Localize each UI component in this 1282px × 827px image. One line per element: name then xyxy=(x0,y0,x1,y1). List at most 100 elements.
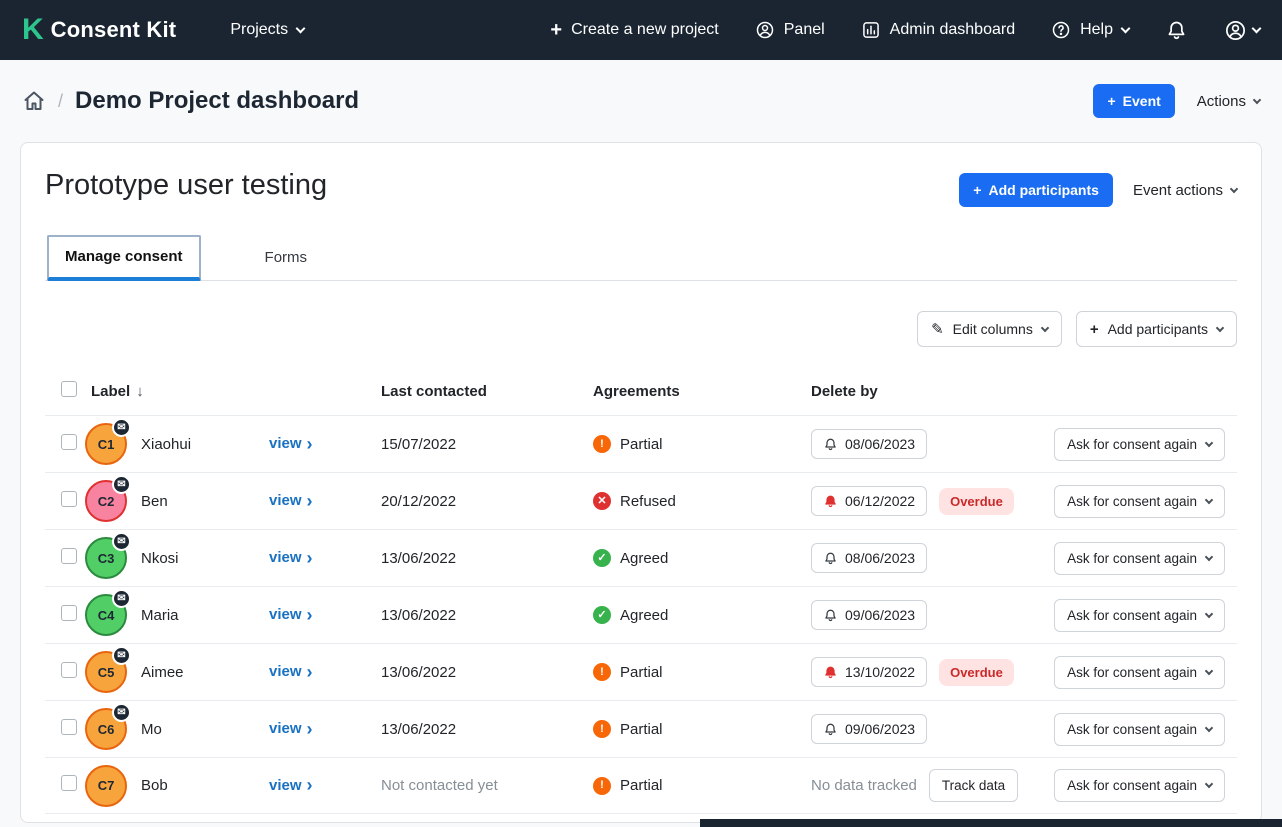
nav-projects[interactable]: Projects xyxy=(230,21,306,39)
participant-avatar: C5 ✉ xyxy=(85,646,131,693)
ask-consent-button[interactable]: Ask for consent again xyxy=(1054,598,1225,632)
ask-consent-button[interactable]: Ask for consent again xyxy=(1054,769,1225,802)
delete-by-pill[interactable]: 08/06/2023 xyxy=(811,429,928,459)
delete-by-date: 13/10/2022 xyxy=(845,664,916,680)
no-data-text: No data tracked xyxy=(811,777,917,794)
agreement-status: Partial xyxy=(620,777,663,794)
delete-by-pill[interactable]: 09/06/2023 xyxy=(811,714,928,744)
ask-consent-label: Ask for consent again xyxy=(1067,607,1197,623)
brand-logo[interactable]: K Consent Kit xyxy=(22,15,176,45)
add-participants-button[interactable]: + Add participants xyxy=(959,173,1113,207)
participant-name: Mo xyxy=(141,720,162,738)
view-link[interactable]: view › xyxy=(269,549,313,567)
page-title: Demo Project dashboard xyxy=(75,87,360,114)
edit-columns-button[interactable]: ✎ Edit columns xyxy=(917,311,1062,347)
participant-name: Aimee xyxy=(141,663,184,681)
track-data-button[interactable]: Track data xyxy=(928,769,1019,802)
account-person-icon xyxy=(1224,19,1247,42)
view-link[interactable]: view › xyxy=(269,663,313,681)
account-menu-button[interactable] xyxy=(1224,19,1262,42)
chevron-right-icon: › xyxy=(306,718,313,739)
row-checkbox[interactable] xyxy=(61,490,77,507)
participant-avatar: C6 ✉ xyxy=(85,703,131,750)
reminder-bell-icon xyxy=(823,722,838,737)
status-icon: ! xyxy=(593,663,611,681)
participant-name: Xiaohui xyxy=(141,435,192,453)
help-icon xyxy=(1051,20,1071,40)
event-actions-button[interactable]: Event actions xyxy=(1133,182,1239,199)
ask-consent-button[interactable]: Ask for consent again xyxy=(1054,541,1225,575)
participant-avatar: C1 ✉ xyxy=(85,418,131,465)
actions-button[interactable]: Actions xyxy=(1197,93,1262,110)
ask-consent-button[interactable]: Ask for consent again xyxy=(1054,427,1225,461)
nav-panel[interactable]: Panel xyxy=(755,20,825,40)
view-link[interactable]: view › xyxy=(269,492,313,510)
reminder-bell-icon xyxy=(823,665,838,680)
envelope-badge-icon: ✉ xyxy=(112,589,131,608)
row-checkbox[interactable] xyxy=(61,433,77,450)
tab-manage-consent[interactable]: Manage consent xyxy=(47,235,201,281)
chevron-down-icon xyxy=(1229,184,1239,193)
tab-bar: Manage consent Forms xyxy=(45,235,1237,281)
table-row: C2 ✉ Ben view › 20/12/2022 ✕ Refused 06/… xyxy=(45,472,1237,529)
ask-consent-button[interactable]: Ask for consent again xyxy=(1054,484,1225,518)
sort-descending-icon[interactable]: ↓ xyxy=(136,382,144,400)
view-link[interactable]: view › xyxy=(269,776,313,794)
notifications-bell-button[interactable] xyxy=(1165,19,1188,42)
delete-by-pill[interactable]: 09/06/2023 xyxy=(811,600,928,630)
participants-table: Label ↓ Last contacted Agreements Delete… xyxy=(45,373,1237,814)
plus-icon: + xyxy=(550,19,563,41)
row-checkbox[interactable] xyxy=(61,604,77,621)
add-participants-dropdown-button[interactable]: + Add participants xyxy=(1075,311,1237,347)
last-contacted: 13/06/2022 xyxy=(381,663,457,681)
participant-name: Maria xyxy=(141,606,179,624)
delete-by-date: 09/06/2023 xyxy=(845,607,916,623)
view-link-label: view xyxy=(269,776,302,794)
avatar-label: C7 xyxy=(97,778,115,793)
delete-by-date: 08/06/2023 xyxy=(845,436,916,452)
envelope-badge-icon: ✉ xyxy=(112,532,131,551)
agreement-status: Partial xyxy=(620,720,663,738)
select-all-checkbox[interactable] xyxy=(61,381,77,397)
row-checkbox[interactable] xyxy=(61,661,77,678)
ask-consent-button[interactable]: Ask for consent again xyxy=(1054,655,1225,689)
tab-forms[interactable]: Forms xyxy=(247,237,326,280)
chevron-right-icon: › xyxy=(306,661,313,682)
view-link-label: view xyxy=(269,492,302,510)
view-link-label: view xyxy=(269,606,302,624)
view-link[interactable]: view › xyxy=(269,606,313,624)
chevron-down-icon xyxy=(1120,23,1131,34)
panel-person-icon xyxy=(755,20,775,40)
participant-avatar: C7 xyxy=(85,764,127,807)
view-link[interactable]: view › xyxy=(269,720,313,738)
ask-consent-button[interactable]: Ask for consent again xyxy=(1054,712,1225,746)
envelope-glyph: ✉ xyxy=(117,650,126,661)
chevron-down-icon xyxy=(1204,552,1214,561)
delete-by-pill[interactable]: 08/06/2023 xyxy=(811,543,928,573)
view-link[interactable]: view › xyxy=(269,435,313,453)
pencil-icon: ✎ xyxy=(931,321,944,338)
delete-by-pill[interactable]: 06/12/2022 xyxy=(811,486,928,516)
agreement-status: Partial xyxy=(620,663,663,681)
row-checkbox[interactable] xyxy=(61,718,77,735)
avatar-label: C6 xyxy=(97,721,115,737)
event-button[interactable]: + Event xyxy=(1093,84,1175,118)
delete-by-pill[interactable]: 13/10/2022 xyxy=(811,657,928,687)
chevron-down-icon xyxy=(1251,23,1262,34)
reminder-bell-icon xyxy=(823,608,838,623)
ask-consent-label: Ask for consent again xyxy=(1067,436,1197,452)
row-checkbox[interactable] xyxy=(61,775,77,791)
plus-icon: + xyxy=(973,182,982,198)
avatar-label: C3 xyxy=(97,550,115,566)
nav-create-project[interactable]: + Create a new project xyxy=(550,19,719,41)
table-row: C5 ✉ Aimee view › 13/06/2022 ! Partial 1… xyxy=(45,643,1237,700)
row-checkbox[interactable] xyxy=(61,547,77,564)
home-icon[interactable] xyxy=(22,89,46,113)
status-icon: ✓ xyxy=(593,606,611,624)
column-header-label[interactable]: Label xyxy=(91,382,131,400)
agreement-status: Partial xyxy=(620,435,663,453)
nav-help[interactable]: Help xyxy=(1051,20,1131,40)
nav-admin-dashboard[interactable]: Admin dashboard xyxy=(861,20,1015,40)
agreement-status: Refused xyxy=(620,492,676,510)
breadcrumb-separator: / xyxy=(58,90,64,111)
